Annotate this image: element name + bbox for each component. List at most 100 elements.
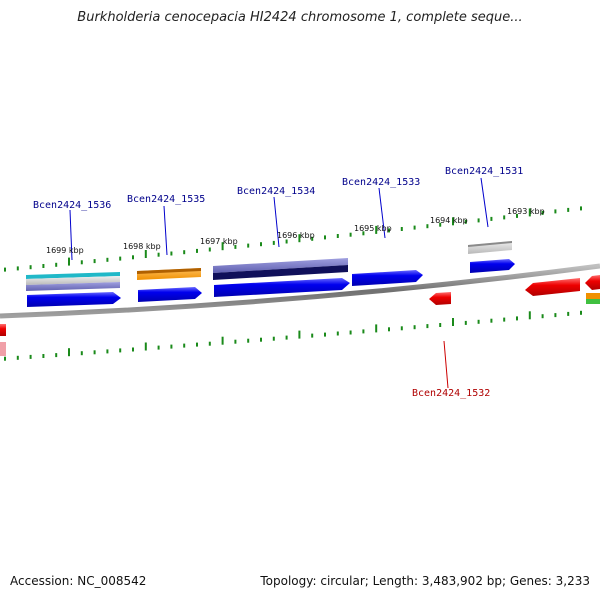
scale-tick bbox=[144, 250, 147, 258]
scale-tick bbox=[452, 318, 454, 326]
scale-tick bbox=[311, 333, 314, 338]
forward-genes bbox=[27, 259, 515, 307]
scale-tick bbox=[42, 354, 45, 358]
scale-tick bbox=[413, 225, 416, 230]
scale-tick bbox=[119, 348, 122, 353]
kbp-labels: 1699 kbp 1698 kbp 1697 kbp 1696 kbp 1695 kbp… bbox=[46, 207, 545, 255]
band-pink-left bbox=[0, 342, 6, 356]
scale-tick bbox=[55, 353, 58, 358]
scale-tick bbox=[208, 247, 211, 252]
scale-tick bbox=[93, 350, 96, 355]
gene-bcen2424-1535-arrow[interactable] bbox=[138, 287, 202, 302]
scale-tick bbox=[541, 314, 544, 319]
topology-text: Topology: circular; Length: 3,483,902 bp… bbox=[260, 574, 590, 588]
scale-tick bbox=[541, 210, 544, 215]
scale-tick bbox=[55, 262, 58, 267]
scale-tick bbox=[68, 257, 70, 266]
scale-tick bbox=[528, 311, 531, 320]
scale-tick bbox=[464, 219, 467, 224]
scale-tick bbox=[452, 217, 454, 226]
scale-tick bbox=[234, 339, 237, 344]
scale-tick bbox=[16, 266, 19, 271]
scale-tick bbox=[311, 236, 314, 241]
scale-tick bbox=[106, 349, 109, 354]
gene-label[interactable]: Bcen2424_1532 bbox=[412, 388, 490, 399]
scale-tick bbox=[400, 227, 403, 231]
scale-tick bbox=[132, 347, 134, 352]
scale-tick bbox=[375, 225, 378, 234]
feature-bands bbox=[26, 241, 512, 291]
accession-text: Accession: NC_008542 bbox=[10, 574, 147, 588]
outer-scale-ticks bbox=[4, 206, 582, 272]
inner-scale-ticks bbox=[4, 310, 582, 361]
scale-tick bbox=[260, 242, 262, 247]
reverse-genes bbox=[0, 275, 600, 336]
scale-tick bbox=[106, 257, 109, 262]
scale-tick bbox=[119, 256, 122, 261]
scale-tick bbox=[144, 342, 147, 351]
scale-tick bbox=[285, 335, 288, 340]
kbp-label: 1695 kbp bbox=[354, 224, 392, 233]
scale-tick bbox=[170, 344, 173, 349]
scale-tick bbox=[336, 234, 339, 238]
scale-tick bbox=[298, 234, 301, 243]
gene-reverse-right-arrow[interactable] bbox=[525, 278, 580, 296]
scale-tick bbox=[285, 239, 288, 244]
kbp-label: 1697 kbp bbox=[200, 237, 238, 246]
gene-label[interactable]: Bcen2424_1531 bbox=[445, 166, 523, 177]
band-purple bbox=[26, 282, 120, 291]
gene-bcen2424-1531-arrow[interactable] bbox=[470, 259, 515, 273]
scale-tick bbox=[554, 313, 557, 318]
scale-tick bbox=[439, 222, 442, 227]
scale-tick bbox=[375, 324, 378, 333]
gene-label[interactable]: Bcen2424_1534 bbox=[237, 186, 315, 197]
gene-bcen2424-1536-arrow[interactable] bbox=[27, 292, 121, 307]
scale-tick bbox=[298, 330, 301, 339]
scale-tick bbox=[362, 231, 365, 236]
band-grey-top bbox=[468, 241, 512, 247]
scale-tick bbox=[234, 244, 237, 249]
kbp-label: 1693 kbp bbox=[507, 207, 545, 216]
scale-tick bbox=[80, 351, 83, 356]
edge-bands bbox=[0, 293, 600, 356]
scale-tick bbox=[388, 327, 390, 332]
scale-tick bbox=[580, 206, 582, 211]
band-lilac bbox=[213, 258, 348, 273]
scale-tick bbox=[183, 343, 186, 348]
band-green-right bbox=[586, 299, 600, 304]
scale-tick bbox=[93, 259, 96, 264]
scale-tick bbox=[324, 332, 326, 337]
scale-tick bbox=[42, 264, 45, 268]
scale-tick bbox=[247, 338, 250, 343]
kbp-label: 1698 kbp bbox=[123, 242, 161, 251]
scale-tick bbox=[272, 240, 275, 245]
gene-bcen2424-1534-arrow[interactable] bbox=[214, 278, 350, 297]
scale-tick bbox=[503, 215, 506, 220]
gene-bcen2424-1532-arrow[interactable] bbox=[429, 292, 451, 305]
gene-label[interactable]: Bcen2424_1536 bbox=[33, 200, 111, 211]
scale-tick bbox=[426, 324, 429, 329]
gene-label[interactable]: Bcen2424_1535 bbox=[127, 194, 205, 205]
scale-tick bbox=[490, 318, 493, 323]
scale-tick bbox=[196, 248, 198, 253]
scale-tick bbox=[4, 267, 6, 272]
gene-bcen2424-1533-arrow[interactable] bbox=[352, 270, 423, 286]
gene-label[interactable]: Bcen2424_1533 bbox=[342, 177, 420, 188]
scale-tick bbox=[528, 208, 531, 217]
scale-tick bbox=[80, 260, 83, 265]
band-navy bbox=[213, 265, 348, 280]
scale-tick bbox=[221, 336, 224, 345]
scale-tick bbox=[183, 250, 186, 255]
scale-tick bbox=[324, 235, 326, 240]
scale-tick bbox=[196, 342, 198, 347]
scale-tick bbox=[362, 329, 365, 334]
scale-tick bbox=[516, 316, 518, 321]
scale-tick bbox=[439, 323, 442, 327]
gene-label-leaders bbox=[69, 177, 489, 389]
kbp-label: 1694 kbp bbox=[430, 216, 468, 225]
gene-reverse-edge-arrow[interactable] bbox=[585, 275, 600, 290]
gene-reverse-left-edge[interactable] bbox=[0, 324, 6, 336]
scale-tick bbox=[413, 325, 416, 330]
scale-tick bbox=[29, 354, 32, 359]
